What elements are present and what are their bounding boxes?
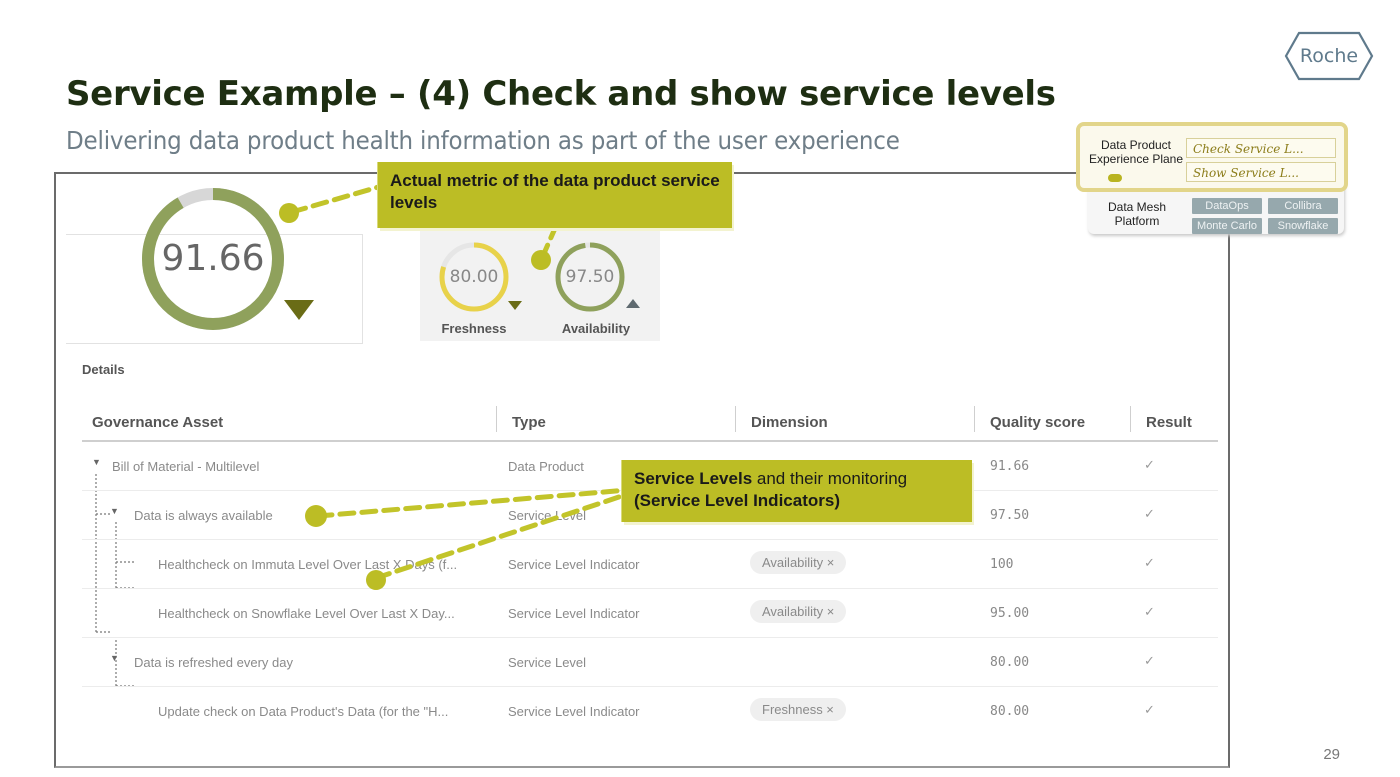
page-number: 29: [1323, 746, 1340, 763]
availability-value: 97.50: [565, 267, 615, 287]
details-heading: Details: [82, 362, 125, 377]
row-type: Data Product: [508, 459, 584, 474]
freshness-label: Freshness: [441, 321, 507, 336]
row-asset: Data is refreshed every day: [134, 655, 293, 670]
callout-levels-text: and their monitoring: [752, 469, 908, 488]
collapse-caret-icon[interactable]: ▼: [110, 506, 119, 516]
row-asset: Data is always available: [134, 508, 273, 523]
row-asset: Update check on Data Product's Data (for…: [158, 704, 449, 719]
column-header-result[interactable]: Result: [1146, 414, 1192, 431]
platform-tile-collibra: Collibra: [1268, 198, 1338, 214]
platform-tile-dataops: DataOps: [1192, 198, 1262, 214]
row-score: 80.00: [990, 655, 1030, 670]
column-header-quality-score[interactable]: Quality score: [990, 414, 1086, 431]
dimension-chip[interactable]: Availability ×: [750, 551, 847, 574]
overall-score-value: 91.66: [161, 238, 265, 279]
highlight-dot-icon: [1108, 174, 1122, 182]
freshness-value: 80.00: [449, 267, 499, 287]
slide-title: Service Example – (4) Check and show ser…: [66, 74, 1056, 114]
row-type: Service Level Indicator: [508, 704, 640, 719]
mesh-platform-label: Data Mesh Platform: [1107, 200, 1167, 228]
platform-tile-snowflake: Snowflake: [1268, 218, 1338, 234]
triangle-down-icon: [284, 300, 314, 320]
row-type: Service Level Indicator: [508, 606, 640, 621]
collapse-caret-icon[interactable]: ▼: [92, 457, 101, 467]
check-icon: ✓: [1144, 555, 1155, 570]
row-score: 91.66: [990, 459, 1030, 474]
slide-subtitle: Delivering data product health informati…: [66, 126, 900, 155]
table-row[interactable]: Healthcheck on Snowflake Level Over Last…: [82, 589, 1218, 638]
check-service-level-button[interactable]: Check Service L...: [1186, 138, 1336, 158]
column-header-type[interactable]: Type: [512, 414, 546, 431]
triangle-up-icon: [626, 299, 640, 308]
check-icon: ✓: [1144, 506, 1155, 521]
column-divider: [496, 406, 497, 432]
check-icon: ✓: [1144, 457, 1155, 472]
check-icon: ✓: [1144, 702, 1155, 717]
metric-panel: 80.00 Freshness 97.50 Availability: [420, 229, 660, 341]
callout-levels-indicators: (Service Level Indicators): [634, 491, 840, 510]
row-asset: Healthcheck on Immuta Level Over Last X …: [158, 557, 458, 572]
experience-plane-label: Data Product Experience Plane: [1088, 138, 1184, 166]
collapse-caret-icon[interactable]: ▼: [110, 653, 119, 663]
roche-logo-text: Roche: [1299, 45, 1359, 67]
table-body: ▼ Bill of Material - Multilevel Data Pro…: [82, 442, 1218, 735]
check-icon: ✓: [1144, 604, 1155, 619]
availability-gauge: [555, 242, 625, 312]
row-score: 100: [990, 557, 1014, 572]
row-score: 97.50: [990, 508, 1030, 523]
column-divider: [1130, 406, 1131, 432]
callout-service-levels: Service Levels and their monitoring (Ser…: [622, 460, 972, 522]
freshness-gauge: [439, 242, 509, 312]
triangle-down-icon: [508, 301, 522, 310]
table-header: Governance Asset Type Dimension Quality …: [82, 400, 1218, 442]
callout-levels-bold: Service Levels: [634, 469, 753, 488]
callout-actual-metric: Actual metric of the data product servic…: [378, 162, 732, 228]
row-type: Service Level Indicator: [508, 557, 640, 572]
column-divider: [735, 406, 736, 432]
callout-metric-text: Actual metric of the data product servic…: [390, 171, 720, 212]
check-icon: ✓: [1144, 653, 1155, 668]
row-type: Service Level: [508, 508, 587, 523]
table-row[interactable]: Update check on Data Product's Data (for…: [82, 687, 1218, 735]
row-asset: Healthcheck on Snowflake Level Over Last…: [158, 606, 455, 621]
table-row[interactable]: Healthcheck on Immuta Level Over Last X …: [82, 540, 1218, 589]
platform-tile-monte-carlo: Monte Carlo: [1192, 218, 1262, 234]
show-service-level-button[interactable]: Show Service L...: [1186, 162, 1336, 182]
data-mesh-platform-diagram: Data Product Experience Plane Check Serv…: [1076, 122, 1348, 234]
row-asset: Bill of Material - Multilevel: [112, 459, 260, 474]
hexagon-logo-icon: [1284, 31, 1374, 81]
column-header-dimension[interactable]: Dimension: [751, 414, 828, 431]
details-table: Governance Asset Type Dimension Quality …: [82, 400, 1218, 735]
row-type: Service Level: [508, 655, 587, 670]
column-divider: [974, 406, 975, 432]
roche-logo: Roche: [1283, 30, 1375, 82]
row-score: 95.00: [990, 606, 1030, 621]
overall-score-gauge: [142, 188, 284, 330]
availability-label: Availability: [561, 321, 631, 336]
row-score: 80.00: [990, 704, 1030, 719]
column-header-asset[interactable]: Governance Asset: [92, 414, 224, 431]
dimension-chip[interactable]: Availability ×: [750, 600, 847, 623]
table-row[interactable]: ▼ Data is refreshed every day Service Le…: [82, 638, 1218, 687]
dimension-chip[interactable]: Freshness ×: [750, 698, 846, 721]
